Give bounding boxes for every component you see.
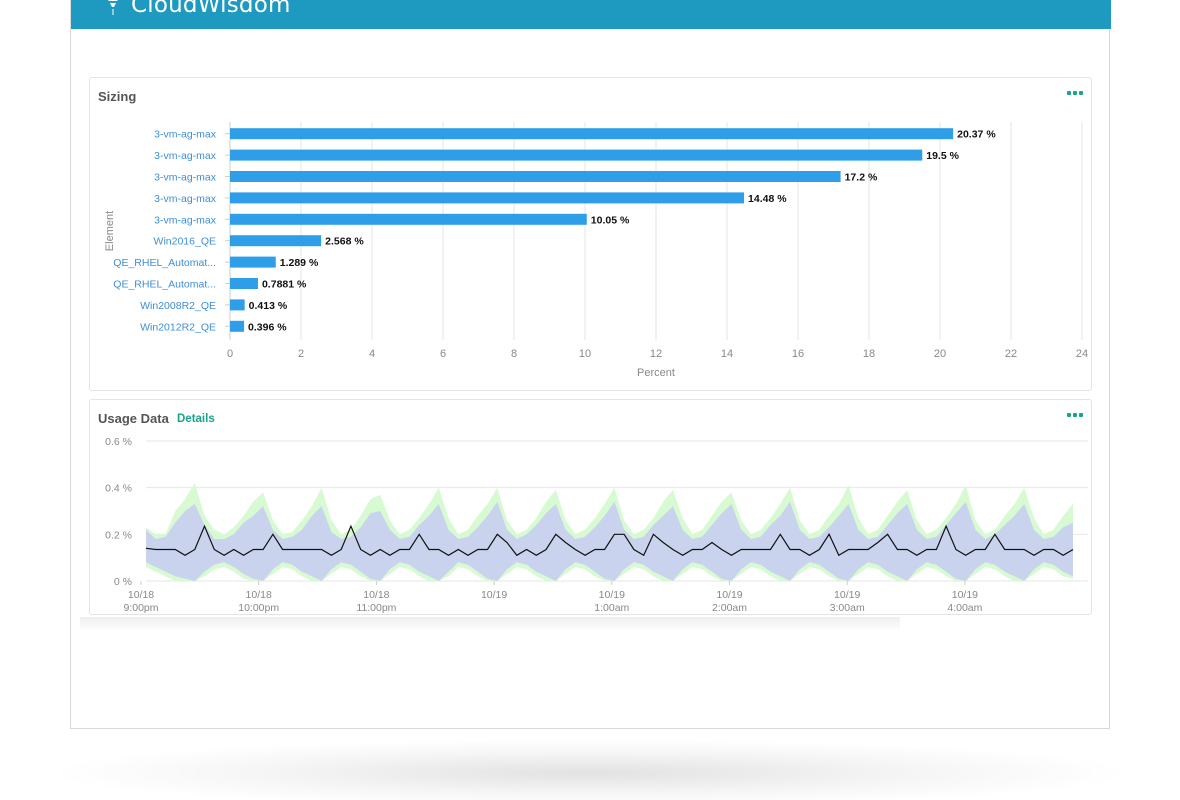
category-label: Win2008R2_QE bbox=[140, 300, 216, 312]
bar-value-label: 20.37 % bbox=[957, 129, 996, 141]
x-tick-date: 10/19 bbox=[599, 589, 625, 601]
bar bbox=[230, 171, 841, 182]
average-line bbox=[145, 524, 1074, 557]
bar-value-label: 10.05 % bbox=[591, 214, 630, 226]
window-shadow bbox=[60, 740, 1120, 800]
bar-value-label: 0.7881 % bbox=[262, 279, 307, 291]
panel-title: Usage Data bbox=[98, 411, 169, 426]
category-label: Win2016_QE bbox=[154, 236, 216, 248]
x-tick-time: 4:00am bbox=[947, 602, 982, 614]
bar bbox=[230, 320, 245, 332]
x-tick-label: 22 bbox=[1005, 348, 1017, 360]
x-tick-date: 10/19 bbox=[716, 589, 742, 601]
bar bbox=[230, 235, 322, 247]
bar bbox=[230, 192, 745, 204]
x-tick-label: 6 bbox=[440, 348, 446, 360]
x-tick-label: 20 bbox=[934, 348, 946, 360]
x-tick-label: 2 bbox=[298, 348, 304, 360]
bar-value-label: 2.568 % bbox=[325, 236, 364, 248]
y-tick-label: 0.2 % bbox=[105, 529, 132, 541]
panel-shadow bbox=[80, 617, 900, 631]
usage-area-chart: 0 %0.2 %0.4 %0.6 %10/189:00pm10/1810:00p… bbox=[105, 436, 1088, 614]
x-tick-time: 1:00am bbox=[594, 602, 629, 614]
sizing-panel: Sizing 0 2 4 6 8 10 12 14 16 18 20 22 24 Percent Eleme… bbox=[89, 77, 1092, 391]
x-tick-time: 2:00am bbox=[712, 602, 747, 614]
details-link[interactable]: Details bbox=[177, 413, 215, 425]
x-tick-time: 3:00am bbox=[830, 602, 865, 614]
x-tick-date: 10/19 bbox=[834, 589, 860, 601]
x-tick-label: 24 bbox=[1076, 348, 1088, 360]
bar-value-label: 17.2 % bbox=[845, 172, 878, 184]
category-label: 3-vm-ag-max bbox=[154, 214, 217, 226]
bar-value-label: 0.413 % bbox=[249, 300, 288, 312]
category-label: 3-vm-ag-max bbox=[154, 150, 217, 162]
y-tick-label: 0 % bbox=[114, 576, 132, 588]
bar bbox=[230, 278, 258, 289]
brand-logo[interactable]: CloudWisdom bbox=[103, 0, 291, 18]
x-tick-label: 4 bbox=[369, 348, 375, 360]
bar bbox=[230, 128, 954, 140]
bar bbox=[230, 299, 245, 311]
x-tick-date: 10/19 bbox=[952, 589, 978, 601]
funnel-logo-icon bbox=[108, 0, 118, 15]
category-label: 3-vm-ag-max bbox=[154, 193, 217, 205]
x-tick-label: 12 bbox=[650, 348, 662, 360]
bar bbox=[230, 213, 587, 225]
x-tick-label: 8 bbox=[511, 348, 517, 360]
bar bbox=[230, 149, 923, 161]
x-tick-label: 14 bbox=[721, 348, 733, 360]
x-tick-label: 10 bbox=[579, 348, 591, 360]
category-label: QE_RHEL_Automat... bbox=[113, 257, 216, 269]
header-bar: CloudWisdom bbox=[71, 0, 1111, 29]
x-axis-label: Percent bbox=[637, 367, 675, 379]
x-tick-time: 9:00pm bbox=[123, 602, 158, 614]
y-tick-label: 0.6 % bbox=[105, 436, 132, 448]
x-tick-date: 10/19 bbox=[481, 589, 507, 601]
app-window: CloudWisdom Sizing 0 2 4 6 8 10 12 14 16 18 20 22 24… bbox=[70, 0, 1111, 729]
category-label: 3-vm-ag-max bbox=[154, 129, 217, 141]
x-tick-time: 10:00pm bbox=[238, 602, 279, 614]
x-tick-time: 11:00pm bbox=[356, 602, 396, 614]
category-label: 3-vm-ag-max bbox=[154, 172, 217, 184]
x-tick-label: 16 bbox=[792, 348, 804, 360]
brand-name: CloudWisdom bbox=[131, 0, 291, 18]
x-tick-label: 18 bbox=[863, 348, 875, 360]
bar-value-label: 0.396 % bbox=[248, 321, 287, 333]
y-axis-label: Element bbox=[104, 211, 116, 251]
more-dots-icon[interactable] bbox=[1067, 413, 1083, 417]
y-tick-label: 0.4 % bbox=[105, 483, 132, 495]
more-dots-icon[interactable] bbox=[1067, 91, 1083, 95]
category-label: QE_RHEL_Automat... bbox=[113, 279, 216, 291]
x-tick-date: 10/18 bbox=[128, 589, 154, 601]
x-tick-date: 10/18 bbox=[246, 589, 272, 601]
bar-value-label: 19.5 % bbox=[926, 150, 959, 162]
usage-panel: Usage Data Details 0 % 0.2 % 0.4 % 0.6 % 10/… bbox=[89, 399, 1092, 615]
x-tick-label: 0 bbox=[227, 348, 233, 360]
bar bbox=[230, 256, 276, 268]
panel-title: Sizing bbox=[98, 89, 137, 104]
category-label: Win2012R2_QE bbox=[140, 321, 216, 333]
bar-value-label: 1.289 % bbox=[280, 257, 319, 269]
x-tick-date: 10/18 bbox=[363, 589, 389, 601]
bar-value-label: 14.48 % bbox=[748, 193, 787, 205]
sizing-bar-chart: 0 2 4 6 8 10 12 14 16 18 20 22 24PercentElement3-vm-… bbox=[104, 122, 1088, 379]
